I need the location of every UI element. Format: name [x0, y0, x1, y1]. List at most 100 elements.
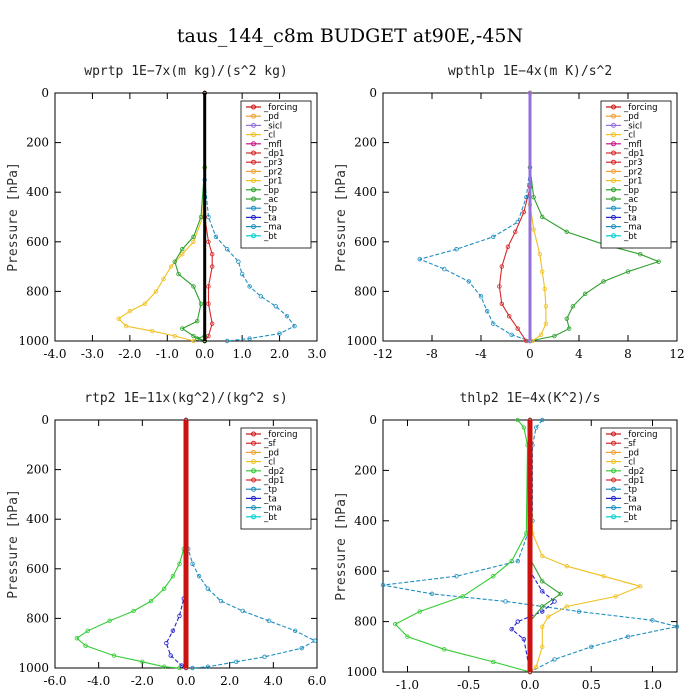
data-point [140, 659, 145, 664]
legend-marker [251, 132, 256, 138]
legend-entry: _bt [623, 513, 638, 523]
legend-entry: _tp [623, 204, 637, 214]
data-point [153, 289, 159, 294]
data-point [234, 659, 239, 664]
y-tick-label: 1000 [18, 661, 49, 675]
figure-title: taus_144_c8m BUDGET at90E,-45N [177, 25, 523, 47]
data-point [601, 574, 606, 579]
series-line-ta [165, 420, 187, 669]
legend-marker [251, 159, 256, 165]
legend-marker [251, 150, 256, 156]
data-point [491, 321, 496, 326]
data-point [429, 591, 435, 597]
legend-marker [611, 132, 616, 138]
data-point [161, 276, 166, 282]
data-point [540, 579, 545, 584]
series-line-ac [174, 93, 206, 342]
x-tick-label: 2.0 [270, 347, 289, 361]
data-point [531, 227, 536, 232]
data-point [576, 609, 582, 614]
y-tick-label: 800 [26, 284, 49, 298]
y-tick-label: 600 [354, 564, 377, 578]
y-axis-label: Pressure [hPa] [6, 162, 21, 272]
legend-marker [611, 122, 616, 128]
series-line-ac [529, 93, 661, 342]
legend-entry: _forcing [623, 430, 658, 440]
legend-marker [611, 431, 616, 437]
series-line-dp2 [529, 420, 562, 672]
legend-marker [611, 514, 616, 520]
y-tick-label: 200 [354, 463, 377, 477]
series-line-dp1 [498, 93, 531, 342]
data-point [191, 333, 196, 339]
data-point [515, 326, 520, 331]
legend-marker [611, 178, 616, 184]
x-tick-label: 0.0 [176, 674, 195, 688]
legend-entry: _forcing [623, 103, 658, 113]
data-point [540, 553, 545, 559]
legend-entry: _dp1 [623, 476, 644, 486]
data-point [218, 598, 224, 604]
legend-entry: _ta [623, 213, 637, 223]
legend-marker [611, 196, 616, 202]
legend-marker [611, 233, 616, 239]
data-point [191, 234, 196, 240]
data-point [442, 266, 447, 272]
x-tick-label: -4.0 [87, 674, 110, 688]
data-point [497, 284, 502, 289]
data-point [417, 609, 422, 614]
data-point [176, 271, 181, 277]
legend-marker [251, 449, 256, 455]
data-point [107, 618, 112, 624]
legend-marker [251, 113, 256, 119]
data-point [299, 645, 304, 651]
legend-entry: _cl [623, 458, 635, 468]
legend-marker [611, 495, 616, 501]
legend-marker [251, 233, 256, 239]
y-axis-label: Pressure [hPa] [334, 491, 349, 601]
data-point [172, 333, 177, 339]
data-point [170, 628, 176, 633]
data-point [177, 561, 182, 567]
data-point [161, 664, 167, 669]
legend-entry: _pr3 [263, 158, 283, 168]
legend-marker [251, 505, 256, 511]
series-line-dp1 [394, 419, 531, 673]
legend-entry: _sicl [263, 121, 282, 131]
legend-entry: _ta [263, 213, 277, 223]
x-tick-label: 0 [526, 347, 534, 361]
y-tick-label: 200 [26, 463, 49, 477]
data-point [527, 417, 533, 423]
legend-entry: _dp2 [263, 467, 284, 477]
x-tick-label: -2.0 [118, 347, 141, 361]
x-tick-label: -2.0 [131, 674, 154, 688]
data-point [195, 318, 200, 324]
series-line-tp [382, 419, 678, 673]
data-point [161, 586, 167, 591]
chart-panel-3: rtp2 1E−11x(kg^2)/(kg^2 s) Pressure [hPa]… [6, 391, 327, 688]
y-tick-label: 800 [26, 611, 49, 625]
data-point [224, 338, 230, 344]
legend-entry: _ma [623, 223, 642, 233]
x-tick-label: 1.0 [643, 678, 662, 692]
legend-entry: _pd [623, 448, 639, 458]
legend-entry: _ac [263, 195, 278, 205]
x-tick-label: 0.5 [582, 678, 601, 692]
legend-marker [611, 449, 616, 455]
x-tick-label: -12 [373, 347, 392, 361]
data-point [393, 621, 398, 627]
data-point [540, 609, 545, 614]
data-point [513, 229, 518, 235]
panel-title: thlp2 1E−4x(K^2)/s [460, 391, 601, 406]
data-point [521, 637, 527, 642]
x-tick-label: -1.0 [396, 678, 419, 692]
data-point [213, 234, 219, 240]
legend-marker [611, 205, 616, 211]
data-point [170, 574, 176, 579]
data-point [491, 574, 496, 579]
data-point [570, 304, 576, 309]
data-point [150, 328, 155, 334]
y-tick-label: 200 [26, 136, 49, 150]
series-line-dp1 [204, 93, 213, 342]
legend-marker [251, 187, 256, 193]
